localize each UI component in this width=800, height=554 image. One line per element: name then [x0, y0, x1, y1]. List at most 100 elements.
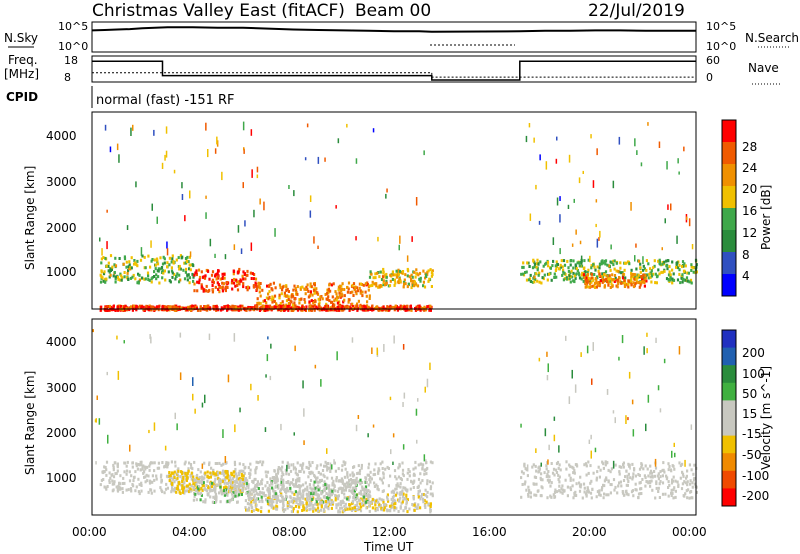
power-cell	[682, 264, 685, 268]
power-cell	[553, 275, 556, 279]
velocity-cell	[545, 467, 548, 471]
power-cell	[628, 262, 631, 266]
velocity-cell	[177, 469, 180, 473]
velocity-cell	[662, 468, 665, 472]
velocity-sparse-cell	[546, 375, 549, 381]
velocity-cell	[117, 484, 120, 488]
velocity-cell	[235, 490, 238, 494]
velocity-cell	[243, 479, 246, 482]
power-cell	[430, 274, 433, 278]
velocity-cell	[419, 481, 422, 485]
power-cell	[417, 273, 420, 277]
velocity-cell	[367, 473, 370, 477]
power-cell	[218, 290, 221, 294]
velocity-cell	[406, 477, 409, 481]
power-sparse-cell	[250, 129, 253, 136]
velocity-sparse-cell	[647, 394, 650, 403]
power-cell	[265, 308, 268, 312]
velocity-cell	[554, 488, 557, 492]
velocity-cell	[568, 463, 571, 467]
power-cell	[125, 260, 128, 264]
velocity-cell	[644, 464, 647, 468]
velocity-cell	[365, 488, 368, 492]
power-cell	[597, 283, 600, 287]
velocity-cell	[359, 489, 362, 493]
velocity-cell	[213, 497, 217, 500]
velocity-cell	[215, 473, 218, 477]
velocity-cell	[382, 471, 385, 475]
velocity-cell	[271, 503, 274, 507]
velocity-cell	[349, 483, 352, 487]
velocity-cell	[552, 467, 556, 471]
velocity-cell	[256, 480, 259, 484]
velocity-cell	[558, 475, 561, 479]
velocity-cell	[520, 470, 524, 474]
power-cell	[255, 305, 258, 308]
power-cell	[692, 266, 695, 270]
velocity-colorbar-label: Velocity [m s^-1]	[759, 366, 773, 470]
velocity-cell	[108, 479, 111, 483]
velocity-cell	[547, 474, 550, 478]
velocity-cell	[679, 476, 682, 480]
power-cell	[593, 286, 597, 289]
velocity-cell	[417, 493, 420, 496]
velocity-cell	[129, 487, 133, 491]
velocity-cell	[319, 463, 322, 467]
power-cell	[559, 265, 563, 269]
velocity-cell	[314, 502, 317, 506]
velocity-cell	[268, 492, 271, 496]
velocity-cell	[312, 487, 315, 491]
velocity-cell	[354, 498, 357, 502]
power-cell	[259, 301, 262, 305]
velocity-cell	[572, 471, 575, 475]
velocity-colorbar-frame	[721, 329, 737, 507]
velocity-cell	[682, 474, 685, 478]
power-cell	[232, 272, 235, 276]
power-cell	[588, 282, 592, 286]
power-sparse-cell	[610, 244, 612, 250]
velocity-sparse-cell	[690, 424, 693, 430]
velocity-cell	[668, 465, 671, 468]
velocity-cell	[126, 460, 129, 464]
power-cell	[394, 281, 397, 285]
power-cell	[352, 305, 355, 309]
velocity-cell	[112, 475, 116, 479]
velocity-cell	[413, 473, 416, 477]
power-cell	[637, 281, 640, 285]
power-colorbar-tick-4: 4	[742, 269, 750, 283]
power-cell	[568, 276, 571, 280]
velocity-cell	[685, 489, 688, 493]
power-colorbar-tick-28: 28	[742, 140, 757, 154]
power-cell	[265, 301, 268, 305]
velocity-cell	[116, 465, 119, 469]
velocity-cell	[284, 488, 287, 491]
power-cell	[179, 254, 182, 258]
power-cell	[306, 283, 309, 287]
power-cell	[299, 286, 302, 290]
velocity-cell	[549, 494, 552, 498]
velocity-cell	[667, 462, 670, 466]
velocity-cell	[309, 479, 313, 482]
power-cell	[541, 276, 544, 280]
velocity-cell	[182, 486, 185, 490]
velocity-cell	[355, 493, 358, 497]
power-colorbar-swatch	[722, 142, 736, 165]
velocity-cell	[277, 498, 280, 502]
velocity-cell	[651, 488, 654, 492]
velocity-cell	[551, 471, 555, 475]
power-cell	[403, 278, 406, 282]
power-sparse-cell	[683, 146, 685, 152]
velocity-cell	[344, 467, 347, 471]
power-cell	[124, 306, 128, 310]
velocity-cell	[270, 501, 273, 505]
velocity-cell	[309, 507, 312, 511]
velocity-cell	[579, 485, 582, 489]
velocity-cell	[281, 465, 284, 469]
power-cell	[678, 263, 681, 267]
velocity-cell	[422, 497, 425, 501]
velocity-cell	[249, 462, 252, 466]
power-cell	[373, 282, 376, 286]
power-cell	[367, 308, 370, 312]
velocity-cell	[218, 461, 221, 465]
velocity-cell	[351, 506, 354, 510]
